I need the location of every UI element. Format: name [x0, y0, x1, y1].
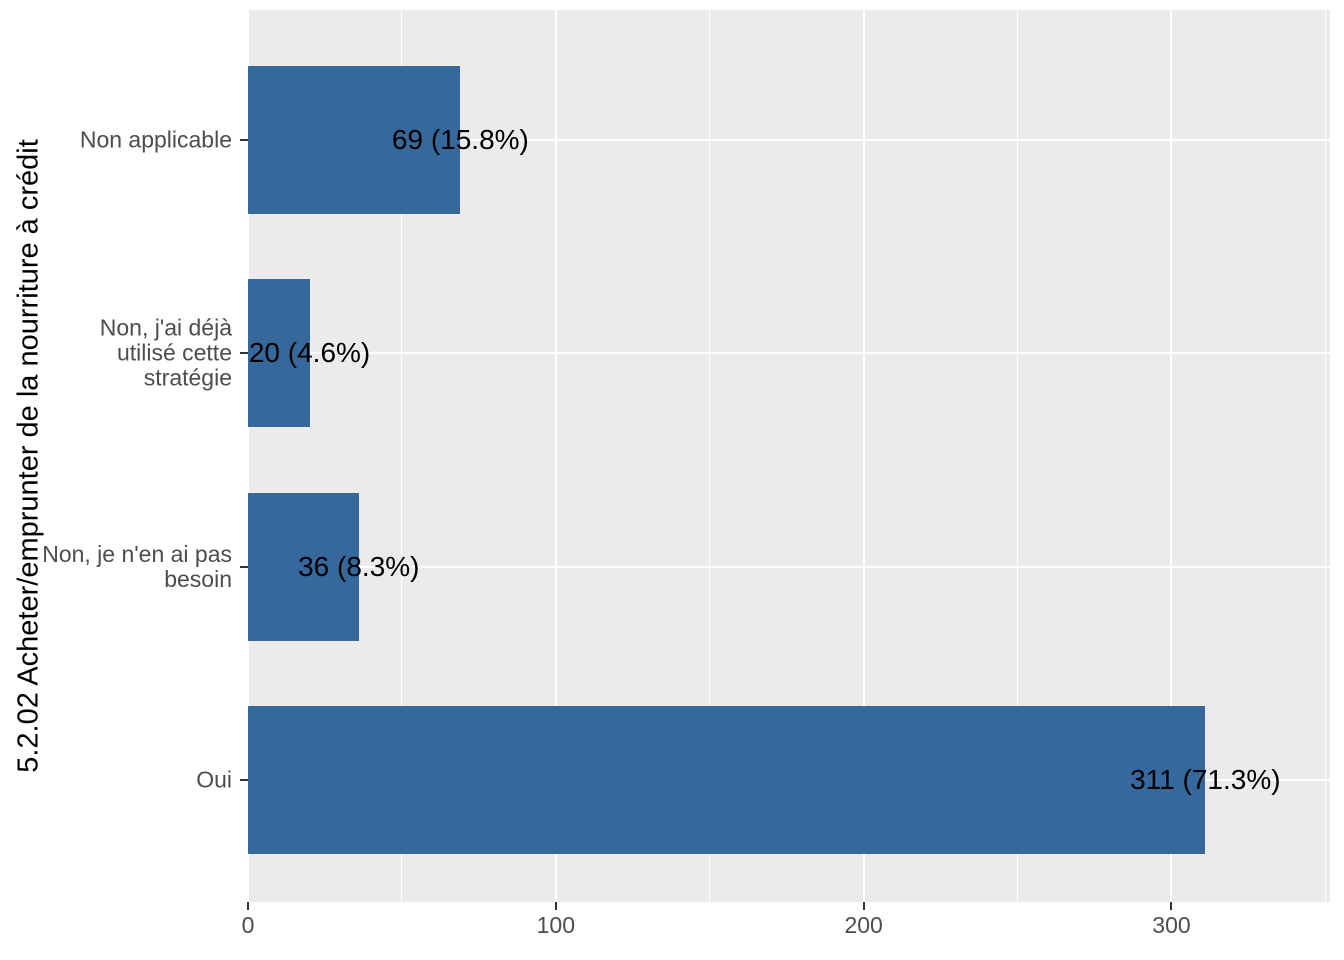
x-tick-mark-0 [247, 902, 249, 910]
y-tick-mark-row-1 [240, 352, 248, 355]
major-gridline-y-row-2 [248, 565, 1330, 568]
y-tick-label-row-0: Non applicable [79, 126, 232, 153]
bar-row-1 [248, 279, 310, 428]
major-gridline-x-100 [554, 10, 557, 902]
x-tick-label-300: 300 [1152, 912, 1191, 938]
bar-row-2 [248, 492, 359, 641]
minor-gridline-x-150 [709, 10, 711, 902]
bar-value-label-row-0: 69 (15.8%) [391, 124, 529, 155]
major-gridline-x-300 [1170, 10, 1173, 902]
y-tick-label-row-1: Non, j'ai déjà utilisé cette stratégie [99, 314, 232, 391]
bar-value-label-row-3: 311 (71.3%) [1130, 763, 1281, 795]
x-tick-mark-200 [862, 902, 865, 910]
x-tick-label-200: 200 [844, 912, 883, 938]
x-tick-mark-100 [554, 902, 557, 910]
y-tick-mark-row-0 [240, 139, 248, 141]
bar-row-3 [248, 705, 1206, 854]
minor-gridline-x-250 [1017, 10, 1019, 902]
plot-panel: 69 (15.8%) 20 (4.6%) 36 (8.3%) 311 (71.3%) [247, 10, 1330, 902]
major-gridline-y-row-1 [248, 352, 1330, 355]
y-tick-label-row-3: Oui [196, 766, 232, 793]
minor-gridline-x-50 [401, 10, 403, 902]
x-tick-label-0: 0 [241, 912, 255, 938]
x-tick-mark-300 [1170, 902, 1173, 910]
major-gridline-y-row-0 [248, 139, 1330, 141]
major-gridline-x-0 [247, 10, 249, 902]
y-tick-mark-row-3 [240, 778, 248, 781]
bar-value-label-row-2: 36 (8.3%) [298, 550, 420, 582]
minor-gridline-x-350 [1324, 10, 1326, 902]
bar-value-label-row-1: 20 (4.6%) [248, 337, 371, 369]
bar-row-0 [248, 66, 461, 214]
major-gridline-x-200 [862, 10, 865, 902]
y-tick-mark-row-2 [240, 565, 248, 568]
y-tick-label-row-2: Non, je n'en ai pas besoin [42, 540, 232, 592]
x-tick-label-100: 100 [536, 912, 575, 938]
